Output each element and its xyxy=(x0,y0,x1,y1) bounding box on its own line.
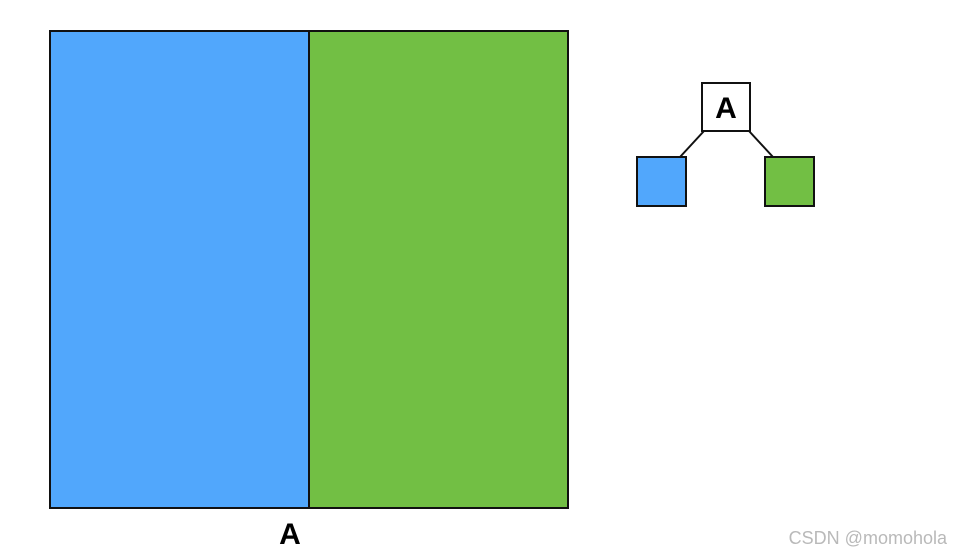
left-region xyxy=(49,30,310,509)
watermark: CSDN @momohola xyxy=(788,528,947,548)
left-edge xyxy=(679,130,705,158)
tree: A xyxy=(636,82,815,207)
right-child-node xyxy=(764,156,815,207)
right-region xyxy=(308,30,569,509)
split-label: A xyxy=(279,518,301,551)
root-node xyxy=(701,82,751,132)
space-partition: A xyxy=(49,30,569,551)
root-node-label: A xyxy=(715,92,737,125)
right-edge xyxy=(748,130,774,158)
left-child-node xyxy=(636,156,687,207)
